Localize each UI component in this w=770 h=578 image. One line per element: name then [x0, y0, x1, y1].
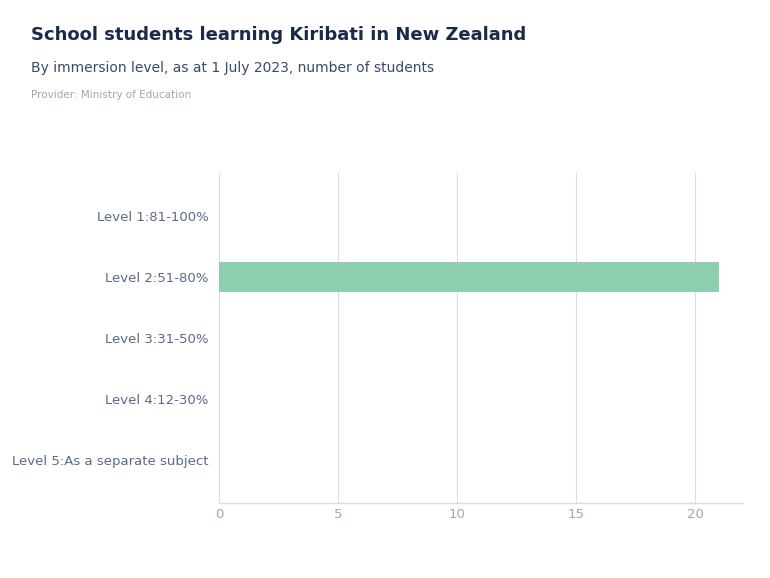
Text: Provider: Ministry of Education: Provider: Ministry of Education [31, 90, 191, 99]
Text: By immersion level, as at 1 July 2023, number of students: By immersion level, as at 1 July 2023, n… [31, 61, 434, 75]
Text: figure.nz: figure.nz [639, 25, 720, 42]
Text: School students learning Kiribati in New Zealand: School students learning Kiribati in New… [31, 26, 526, 44]
Bar [219, 262, 719, 292]
